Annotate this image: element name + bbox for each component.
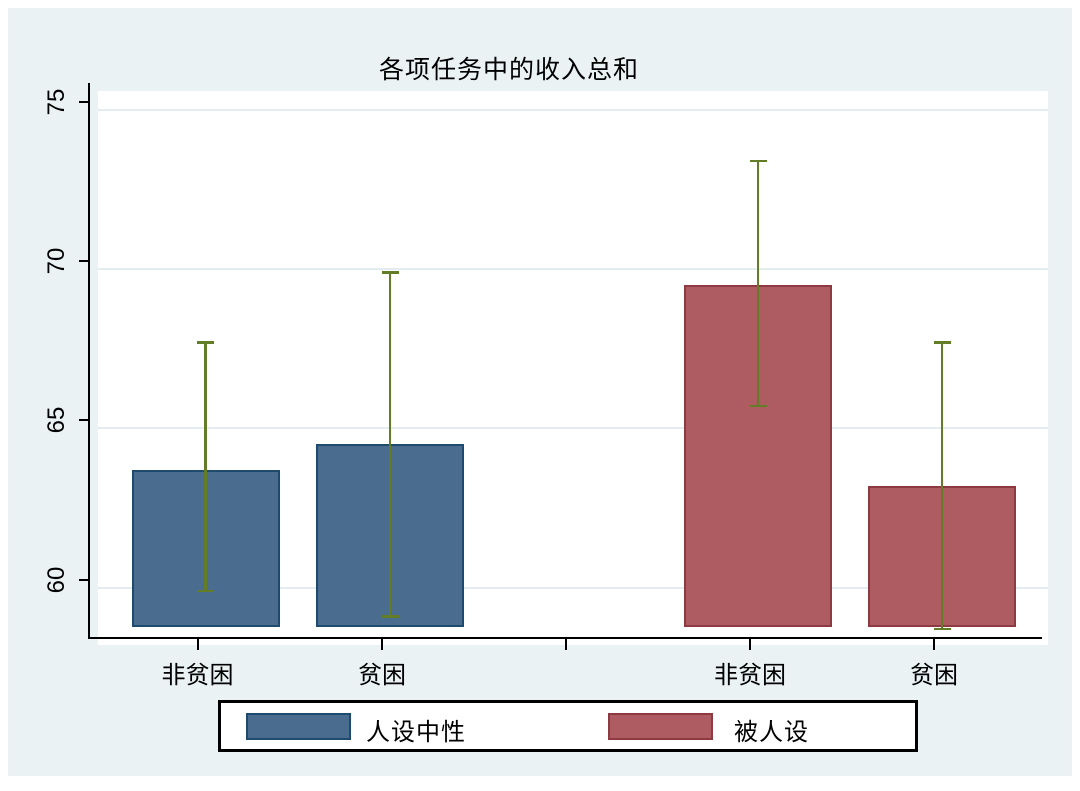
x-tick-0 — [196, 639, 199, 650]
gridline-y-65 — [98, 427, 1048, 430]
y-tick-label-60: 60 — [43, 566, 70, 594]
error-stem — [388, 272, 392, 617]
x-tick-1 — [381, 639, 383, 650]
legend-swatch-series-1 — [246, 713, 351, 740]
x-tick-2 — [749, 639, 751, 650]
y-tick-label-75: 75 — [43, 88, 70, 116]
error-cap — [933, 341, 951, 344]
legend-label-series-2: 被人设 — [734, 719, 809, 746]
gridline-y-60 — [98, 586, 1048, 589]
x-tick-group-divider — [564, 639, 567, 650]
x-category-label: 非贫困 — [161, 662, 234, 689]
legend-swatch-series-2 — [608, 713, 713, 740]
x-category-label: 贫困 — [910, 662, 958, 689]
error-cap — [933, 627, 951, 631]
y-axis-line — [88, 83, 90, 639]
x-category-label: 非贫困 — [714, 662, 786, 689]
chart-canvas: 各项任务中的收入总和 60 65 70 75 非贫困 贫困 非贫困 贫困 人设中性 被人设 — [8, 8, 1072, 776]
y-tick-label-70: 70 — [43, 247, 70, 275]
y-tick-75 — [79, 101, 88, 104]
error-cap — [749, 404, 767, 408]
error-stem — [756, 161, 760, 407]
x-category-label: 贫困 — [358, 662, 406, 689]
y-tick-65 — [79, 419, 88, 422]
legend: 人设中性 被人设 — [218, 700, 918, 752]
error-cap — [749, 159, 767, 163]
x-axis-line — [88, 637, 1042, 639]
x-tick-3 — [933, 639, 935, 650]
error-cap — [381, 615, 399, 618]
error-cap — [197, 341, 214, 344]
error-cap — [381, 271, 399, 274]
y-tick-60 — [79, 578, 88, 581]
y-tick-label-65: 65 — [43, 407, 70, 434]
error-stem — [940, 342, 944, 630]
error-stem — [204, 342, 207, 591]
legend-label-series-1: 人设中性 — [366, 719, 466, 746]
plot-area — [98, 91, 1048, 645]
gridline-y-70 — [98, 268, 1048, 271]
error-cap — [197, 589, 214, 593]
y-tick-70 — [79, 260, 88, 263]
gridline-y-75 — [98, 109, 1048, 112]
chart-title: 各项任务中的收入总和 — [378, 56, 639, 84]
